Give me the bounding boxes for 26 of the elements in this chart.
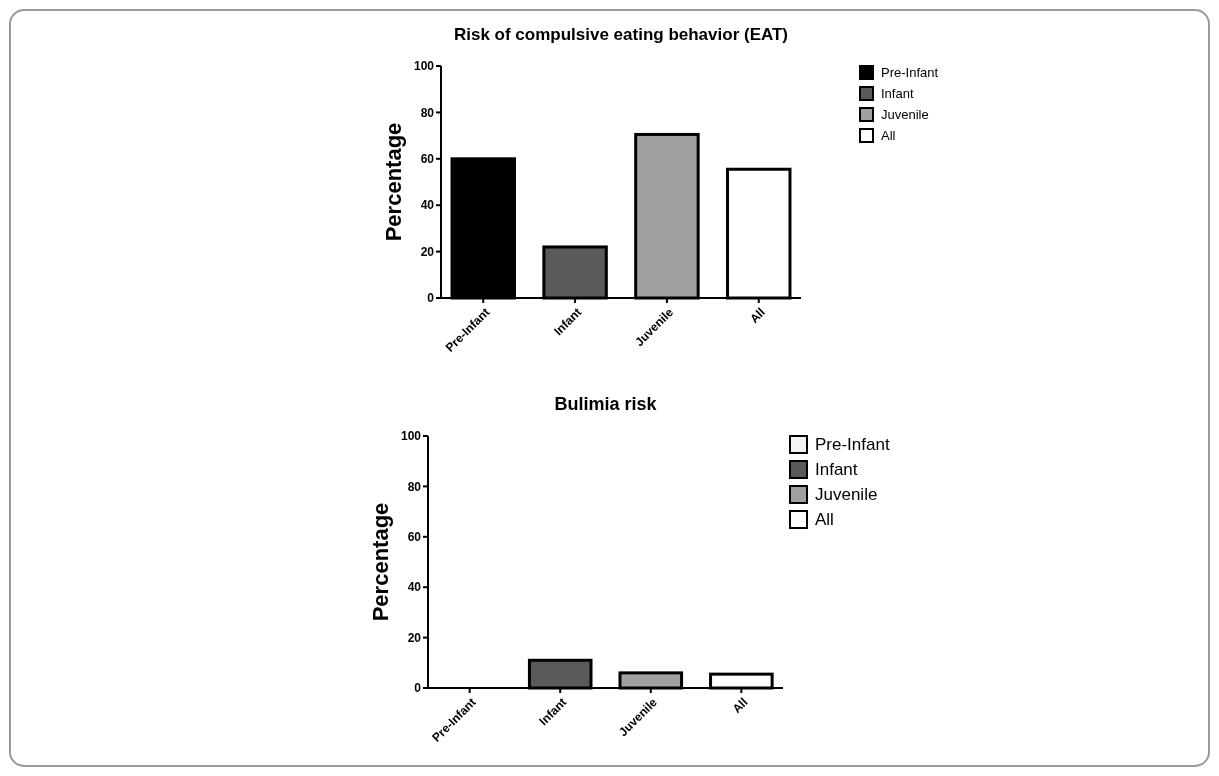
y-tick-label: 0 (414, 681, 422, 696)
x-tick-label: All (747, 305, 768, 326)
y-tick-label: 20 (420, 244, 435, 259)
y-tick-label: 20 (407, 630, 422, 645)
legend-label: Infant (815, 460, 858, 480)
legend-label: All (815, 510, 834, 530)
legend-label: Pre-Infant (881, 65, 939, 81)
y-tick-label: 80 (407, 479, 422, 494)
legend-label: Juvenile (881, 107, 929, 123)
legend-label: Infant (881, 86, 914, 102)
y-tick-label: 100 (400, 429, 422, 444)
legend-label: Pre-Infant (815, 435, 890, 455)
y-tick-label: 60 (407, 530, 422, 544)
y-tick-label: 40 (407, 580, 422, 595)
chart-title: Bulimia risk (554, 394, 658, 414)
legend-label: All (881, 128, 896, 144)
y-axis-title: Percentage (381, 122, 406, 242)
chart-title: Risk of compulsive eating behavior (EAT) (453, 25, 789, 44)
y-axis-title: Percentage (368, 502, 393, 622)
y-tick-label: 80 (420, 105, 435, 120)
y-tick-label: 60 (420, 152, 435, 166)
y-tick-label: 100 (413, 59, 435, 74)
x-tick-label: All (729, 695, 751, 716)
y-tick-label: 0 (427, 291, 435, 306)
legend-label: Juvenile (815, 485, 878, 505)
y-tick-label: 40 (420, 198, 435, 213)
